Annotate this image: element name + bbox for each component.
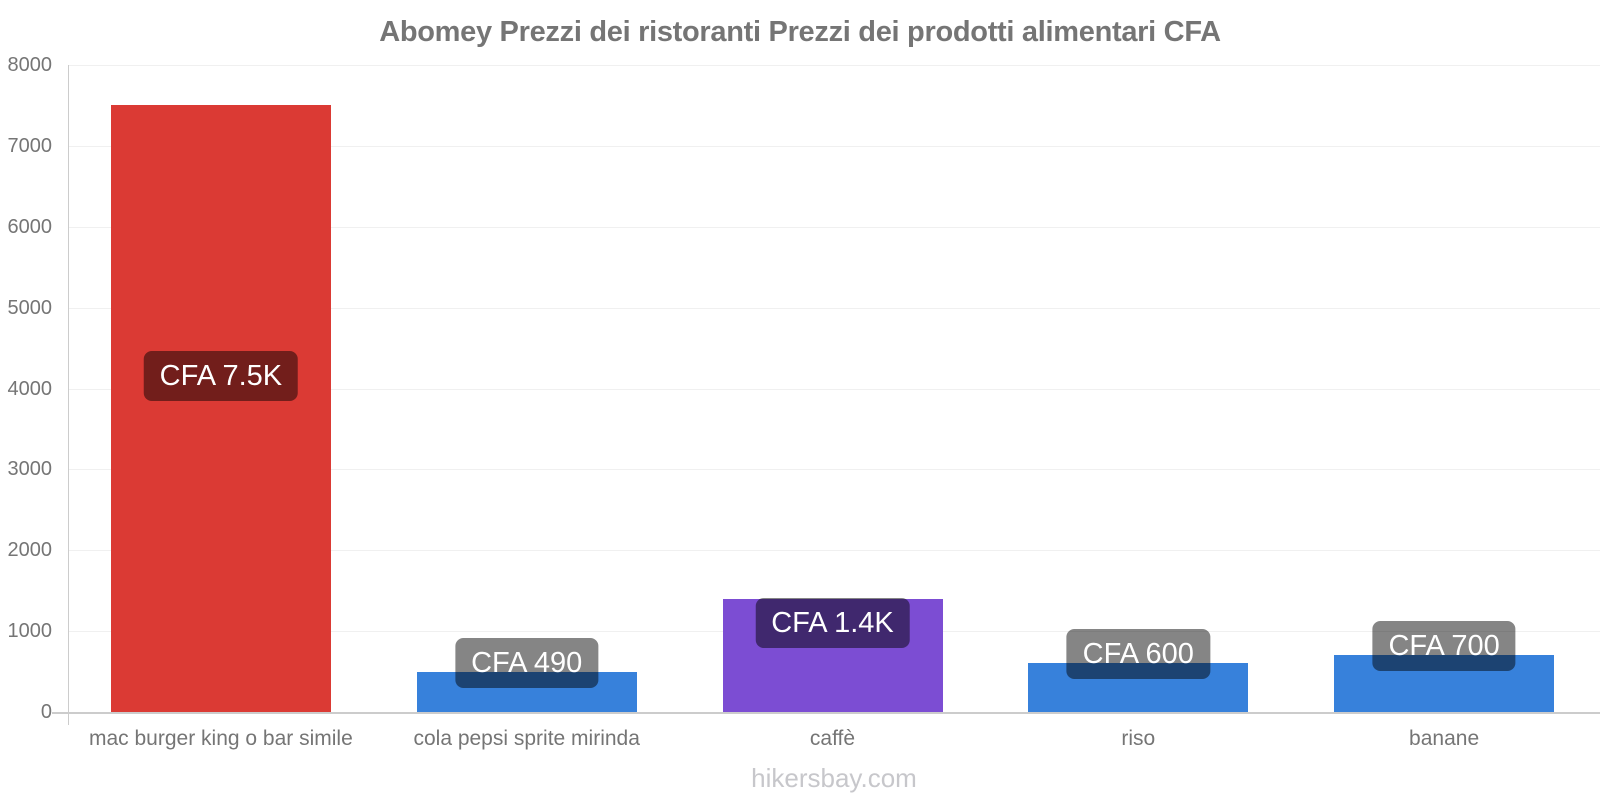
watermark: hikersbay.com (751, 763, 917, 793)
gridline-8000 (68, 65, 1600, 66)
y-tick-label-2000: 2000 (7, 539, 53, 562)
chart-title: Abomey Prezzi dei ristoranti Prezzi dei … (379, 16, 1221, 48)
bar-cola-pepsi-sprite-mirinda (416, 672, 637, 712)
x-axis-label-cola-pepsi-sprite-mirinda: cola pepsi sprite mirinda (413, 727, 640, 750)
bar-value-label-mac-burger-king-o-bar-simile: CFA 7.5K (143, 351, 299, 402)
gridline-7000 (68, 145, 1600, 147)
gridline-3000 (68, 469, 1600, 471)
bar-value-label-banane: CFA 700 (1372, 621, 1516, 672)
bar-caffè (722, 598, 943, 712)
y-axis-line (68, 65, 69, 725)
bar-value-label-riso: CFA 600 (1066, 629, 1210, 680)
x-axis-label-mac-burger-king-o-bar-simile: mac burger king o bar simile (89, 727, 353, 750)
x-axis-label-banane: banane (1409, 727, 1480, 750)
gridline-6000 (68, 226, 1600, 228)
bar-value-label-caffè: CFA 1.4K (755, 597, 910, 648)
y-tick-label-1000: 1000 (7, 620, 53, 643)
x-axis-line (52, 712, 1600, 714)
x-axis-label-caffè: caffè (809, 727, 856, 750)
y-tick-label-7000: 7000 (7, 134, 53, 157)
x-axis-label-riso: riso (1121, 727, 1156, 750)
gridline-2000 (68, 550, 1600, 552)
y-tick-label-3000: 3000 (7, 458, 53, 481)
y-tick-label-4000: 4000 (7, 377, 53, 400)
bar-mac-burger-king-o-bar-simile (110, 105, 331, 712)
bar-riso (1028, 663, 1249, 712)
y-tick-label-6000: 6000 (7, 215, 53, 238)
gridline-5000 (68, 307, 1600, 309)
bar-value-label-cola-pepsi-sprite-mirinda: CFA 490 (455, 638, 599, 689)
bar-banane (1334, 655, 1555, 712)
y-tick-label-0: 0 (40, 701, 52, 723)
gridline-4000 (68, 388, 1600, 390)
y-tick-label-5000: 5000 (7, 296, 53, 319)
y-tick-label-8000: 8000 (7, 54, 53, 76)
